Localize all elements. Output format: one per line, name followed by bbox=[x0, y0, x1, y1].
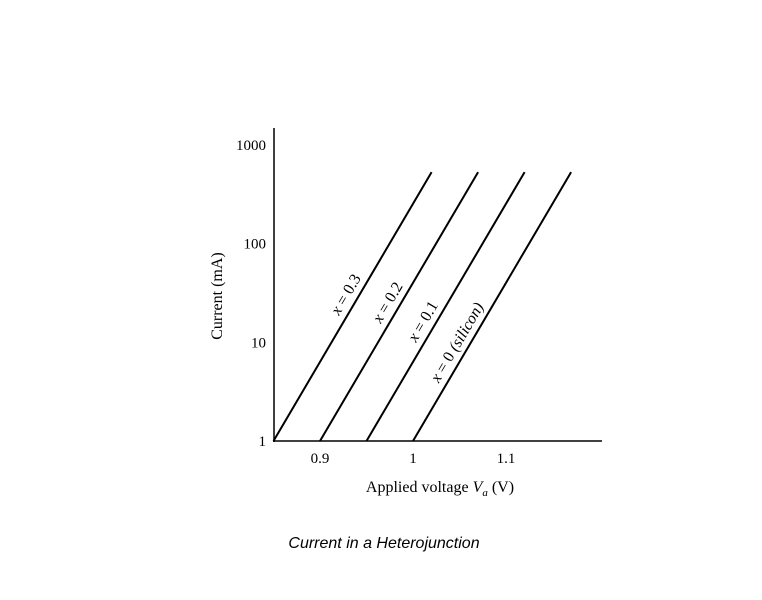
series-labels: x = 0.3x = 0.2x = 0.1x = 0 (silicon) bbox=[327, 271, 487, 386]
y-tick-label: 10 bbox=[251, 335, 266, 351]
y-tick-label: 100 bbox=[244, 237, 267, 253]
x-tick-label: 0.9 bbox=[311, 451, 330, 467]
x-tick-label: 1.1 bbox=[497, 451, 516, 467]
caption-text: Current in a Heterojunction bbox=[288, 535, 480, 552]
series-line bbox=[319, 171, 479, 442]
series-line bbox=[365, 171, 526, 442]
x-tick-labels: 0.9 1 1.1 bbox=[311, 451, 516, 467]
y-axis-label: Current (mA) bbox=[209, 252, 226, 340]
figure-caption: Current in a Heterojunction bbox=[0, 535, 762, 553]
x-axis-label: Applied voltage Va (V) bbox=[366, 479, 514, 499]
y-tick-labels: 1 10 100 1000 bbox=[236, 138, 266, 450]
series-line bbox=[412, 171, 572, 442]
series-lines bbox=[272, 171, 572, 442]
x-tick-label: 1 bbox=[409, 451, 417, 467]
series-line bbox=[272, 171, 433, 442]
plot-area bbox=[273, 128, 602, 442]
y-tick-label: 1 bbox=[259, 434, 267, 450]
y-tick-label: 1000 bbox=[236, 138, 266, 154]
